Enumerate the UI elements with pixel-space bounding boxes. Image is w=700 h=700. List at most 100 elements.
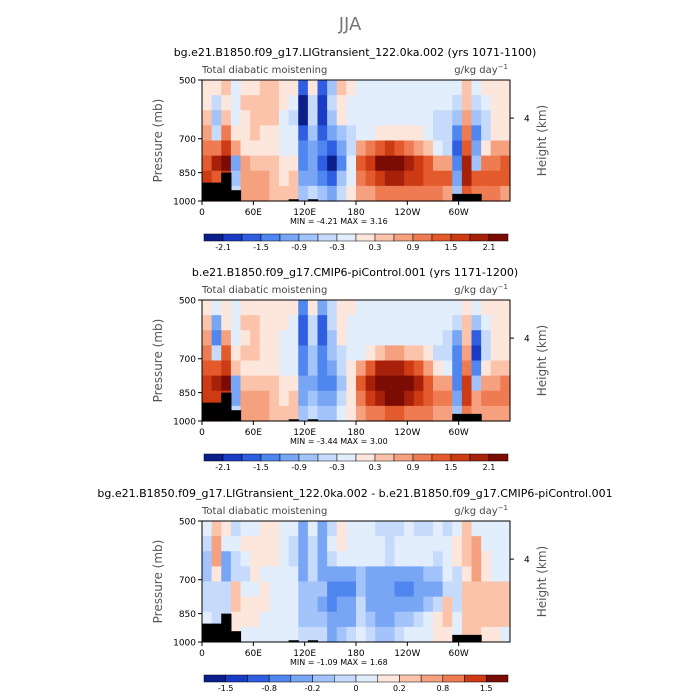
heatmap-cell [211, 140, 222, 157]
heatmap-cell [461, 536, 473, 552]
heatmap-cell [327, 581, 338, 598]
panel-title: bg.e21.B1850.f09_g17.LIGtransient_122.0k… [174, 46, 537, 59]
heatmap-cell [317, 390, 328, 407]
heatmap-cell [452, 300, 463, 316]
y-tick-label: 500 [179, 297, 196, 307]
heatmap-cell [461, 521, 473, 537]
heatmap-cell [317, 140, 328, 157]
heatmap-cell [461, 140, 473, 157]
heatmap-cell [356, 170, 367, 187]
heatmap-cell [452, 315, 463, 331]
colorbar-swatch [225, 674, 248, 683]
heatmap-cell [442, 536, 453, 552]
heatmap-cell [327, 155, 338, 172]
heatmap-cell [471, 315, 482, 331]
x-axis: 0 60E 120E 180 120W 60W [199, 642, 469, 659]
heatmap-cell [336, 80, 347, 96]
heatmap-cell [471, 125, 482, 142]
heatmap-cell [307, 390, 319, 407]
heatmap-cell [404, 611, 415, 628]
heatmap-cell [356, 140, 367, 157]
heatmap-cell [259, 140, 270, 157]
heatmap-cell [452, 566, 463, 583]
heatmap-cell [423, 611, 434, 628]
heatmap-cell [384, 185, 396, 202]
heatmap-cell [442, 185, 453, 202]
heatmap-cell [500, 536, 511, 552]
heatmap-cell [259, 390, 270, 407]
y-axis: 1000 850 700 500 Pressure (mb) [151, 77, 202, 208]
heatmap-cell [461, 155, 473, 172]
heatmap-cell [394, 360, 405, 377]
heatmap-cell [481, 360, 492, 377]
heatmap-cell [202, 345, 213, 362]
colorbar-swatch [241, 233, 262, 242]
panel-2: b.e21.B1850.f09_g17.CMIP6-piControl.001 … [151, 266, 549, 472]
terrain-block [288, 640, 299, 642]
heatmap-cell [413, 345, 424, 362]
heatmap-cell [442, 375, 453, 392]
heatmap-cell [346, 566, 357, 583]
heatmap-cell [240, 581, 251, 598]
heatmap-cell [202, 360, 213, 377]
heatmap-cell [375, 155, 386, 172]
heatmap-cell [346, 521, 357, 537]
heatmap-cell [307, 330, 319, 346]
heatmap-cell [481, 330, 492, 346]
heatmap-cell [404, 390, 415, 407]
heatmap-cell [211, 581, 222, 598]
heatmap-cell [221, 521, 232, 537]
heatmap-cell [461, 170, 473, 187]
heatmap-cell [365, 95, 376, 111]
heatmap-cell [288, 390, 299, 407]
heatmap-cell [500, 125, 511, 142]
heatmap-cell [471, 405, 482, 422]
heatmap-cell [336, 536, 347, 552]
heatmap-cell [230, 581, 242, 598]
heatmap-cell [317, 375, 328, 392]
heatmap-cell [490, 125, 501, 142]
colorbar-label: 0.2 [393, 684, 406, 693]
heatmap-cell [413, 521, 424, 537]
heatmap-cell [384, 300, 396, 316]
min-max-text: MIN = -1.09 MAX = 1.68 [290, 658, 388, 667]
terrain-block [221, 392, 232, 421]
heatmap-cell [230, 345, 242, 362]
heatmap-cell [452, 95, 463, 111]
heatmap-cell [375, 521, 386, 537]
heatmap-cell [221, 315, 232, 331]
heatmap-cell [288, 581, 299, 598]
heatmap-cell [365, 521, 376, 537]
heatmap-cell [423, 360, 434, 377]
panel-1: bg.e21.B1850.f09_g17.LIGtransient_122.0k… [151, 46, 549, 252]
heatmap-cell [490, 375, 501, 392]
y-tick-label: 500 [179, 518, 196, 528]
heatmap-cell [481, 140, 492, 157]
heatmap-cell [452, 581, 463, 598]
heatmap-cell [384, 581, 396, 598]
heatmap-cell [481, 80, 492, 96]
heatmap-cell [384, 536, 396, 552]
colorbar-swatch [420, 674, 444, 683]
heatmap-cell [240, 566, 251, 583]
heatmap-cell [211, 315, 222, 331]
heatmap-cell [375, 360, 386, 377]
heatmap-cell [202, 581, 213, 598]
heatmap-cell [346, 360, 357, 377]
heatmap-cell [423, 125, 434, 142]
heatmap-cell [279, 315, 290, 331]
heatmap-cell [346, 95, 357, 111]
heatmap-cell [211, 110, 222, 126]
y-tick-label: 1000 [173, 198, 196, 208]
heatmap-cell [307, 95, 319, 111]
heatmap-cell [327, 125, 338, 142]
heatmap-cell [317, 611, 328, 628]
heatmap-cell [317, 125, 328, 142]
heatmap-cell [356, 300, 367, 316]
left-label: Total diabatic moistening [201, 506, 327, 517]
heatmap-cell [394, 626, 405, 643]
heatmap-cell [423, 596, 434, 613]
heatmap-cell [307, 300, 319, 316]
heatmap-cell [259, 611, 270, 628]
heatmap-cell [423, 80, 434, 96]
